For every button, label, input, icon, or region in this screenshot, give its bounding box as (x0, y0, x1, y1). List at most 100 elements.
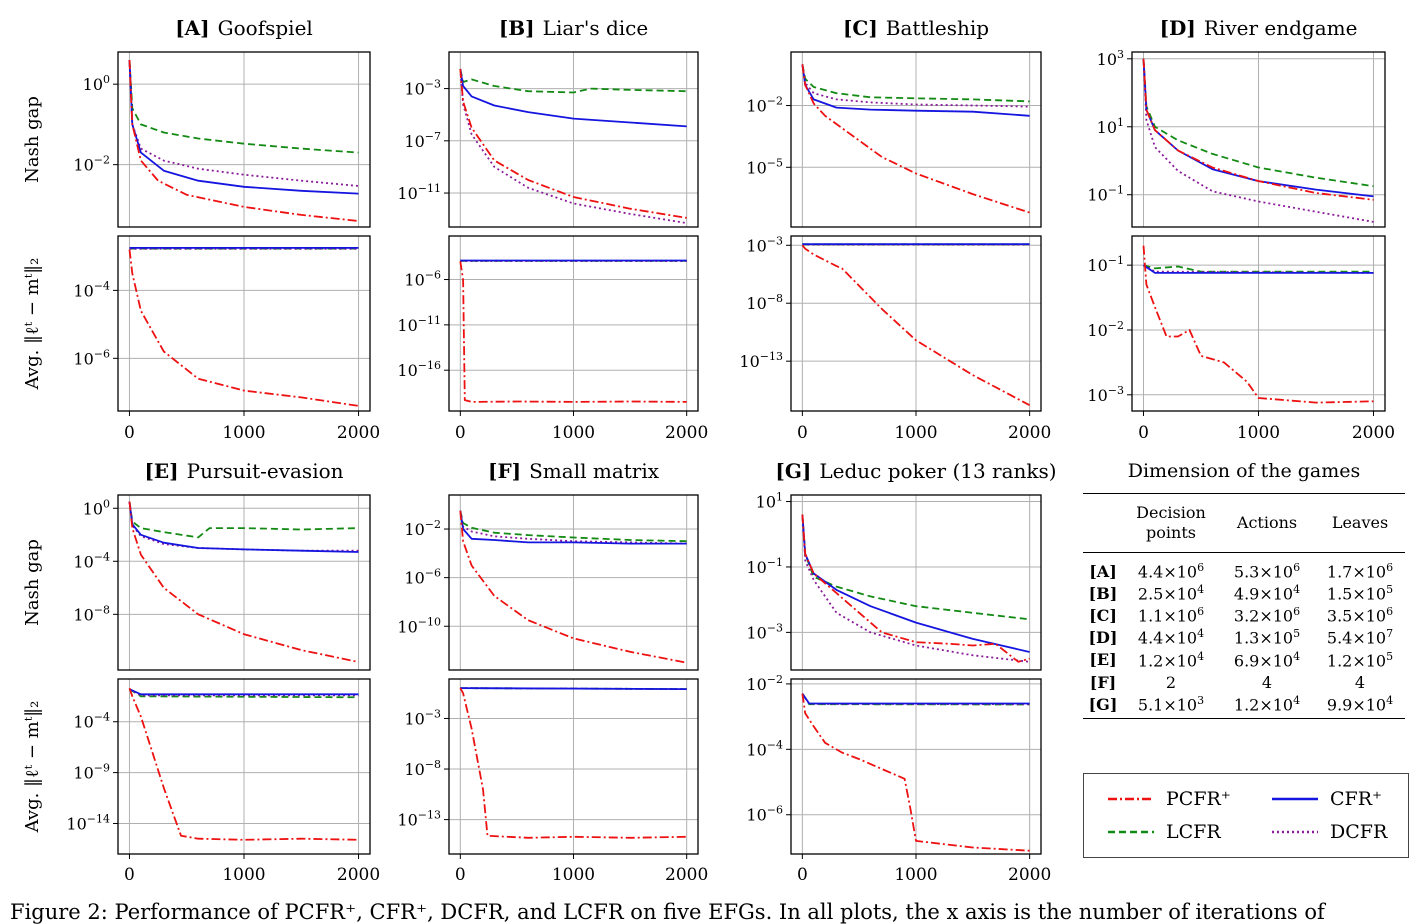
series-lcfr (459, 68, 687, 94)
table-cell-decision-value: 1.2×10 (1137, 651, 1198, 670)
series-cfrplus (459, 68, 687, 128)
table-cell-leaves-exponent: 4 (1386, 694, 1394, 708)
table-cell-leaves: 9.9×104 (1315, 694, 1405, 714)
table-cell-decision-exponent: 6 (1197, 560, 1205, 574)
table-cell-actions-value: 5.3×10 (1233, 562, 1294, 582)
legend-item-pcfr: PCFR⁺ (1106, 788, 1231, 810)
panel-top: 10−2 10−6 10−10 (397, 494, 699, 671)
y-tick-label: 10−8 (404, 758, 441, 779)
y-tick-label: 10−2 (746, 673, 783, 694)
table-cell-decision-value: 1.1×10 (1137, 606, 1198, 626)
x-tick-label: 2000 (337, 423, 380, 443)
table-cell-leaves: 1.7×106 (1315, 561, 1405, 581)
table-cell-actions-value: 6.9×10 (1233, 651, 1294, 670)
y-tick-label: 10−6 (746, 804, 783, 825)
series-cfrplus (460, 687, 687, 690)
x-tick-label: 0 (1138, 423, 1149, 443)
y-tick-label: 10−1 (1087, 184, 1124, 205)
y-tick-label: 10−1 (1087, 254, 1124, 275)
table-row: [A] 4.4×106 5.3×106 1.7×106 (1083, 560, 1405, 582)
panel-top: 100 10−2 Nash gap (22, 51, 371, 228)
y-tick-label: 10−8 (73, 603, 110, 624)
table-cell-leaves: 1.5×105 (1315, 583, 1405, 603)
table-cell-decision: 5.1×103 (1123, 694, 1219, 714)
y-tick-label: 10−2 (73, 154, 110, 175)
table-cell-actions-value: 3.2×10 (1233, 606, 1294, 626)
panel-bottom: 10−1 10−2 10−3 0 1000 2000 (1087, 235, 1395, 443)
y-tick-label: 10−2 (404, 518, 441, 539)
table-cell-leaves-value: 4 (1354, 672, 1366, 692)
y-tick-label: 10−11 (397, 182, 441, 203)
axes-frame (790, 494, 1042, 671)
chart-title: [D] River endgame (1160, 16, 1358, 40)
chart-title: [F] Small matrix (488, 459, 660, 483)
y-tick-label: 10−6 (404, 269, 441, 290)
series-pcfrplus (1142, 245, 1374, 404)
table-cell-actions-value: 4.9×10 (1233, 584, 1294, 604)
axes-frame (790, 51, 1042, 228)
x-tick-label: 2000 (665, 423, 708, 443)
table-cell-actions-exponent: 4 (1293, 649, 1301, 663)
y-tick-label: 10−4 (73, 711, 110, 732)
table-cell-leaves-value: 3.5×10 (1326, 606, 1387, 626)
x-tick-label: 2000 (1008, 423, 1051, 443)
table-cell-game: [C] (1083, 606, 1123, 625)
x-tick-label: 1000 (894, 423, 937, 443)
table-cell-game: [F] (1083, 673, 1123, 692)
legend-item-dcfr: DCFR (1270, 821, 1387, 843)
table-cell-leaves: 4 (1315, 673, 1405, 692)
series-pcfrplus (459, 261, 687, 403)
panel-top: 103 101 10−1 (1087, 48, 1386, 228)
legend-swatch-pcfr (1108, 797, 1154, 801)
table-cell-decision: 1.2×104 (1123, 650, 1219, 670)
table-cell-game: [A] (1083, 562, 1123, 581)
table-row: [E] 1.2×104 6.9×104 1.2×105 (1083, 649, 1405, 671)
series-cfrplus (801, 693, 1030, 705)
legend-label-pcfr: PCFR⁺ (1166, 788, 1231, 810)
series-lcfr (801, 64, 1030, 103)
table-cell-decision-exponent: 4 (1197, 627, 1205, 641)
table-cell-game: [D] (1083, 628, 1123, 647)
y-tick-label: 10−3 (746, 621, 783, 642)
x-tick-label: 1000 (552, 865, 595, 885)
y-tick-label: 100 (83, 497, 110, 518)
y-tick-label: 10−10 (397, 615, 441, 636)
chart-c: [C] Battleship 10−2 10−5 10−3 10−8 10−13 0 1000 2… (739, 16, 1051, 443)
x-tick-label: 0 (124, 865, 135, 885)
series-dcfr (459, 510, 687, 545)
y-tick-label: 10−2 (746, 95, 783, 116)
table-cell-leaves-exponent: 6 (1386, 605, 1394, 619)
panel-top: 101 10−1 10−3 (746, 491, 1042, 671)
y-tick-label: 10−4 (73, 279, 110, 300)
series-pcfrplus (128, 687, 359, 841)
series-dcfr (801, 514, 1030, 663)
table-cell-actions-exponent: 4 (1293, 694, 1301, 708)
legend-label-dcfr: DCFR (1330, 821, 1388, 843)
panel-top: 10−3 10−7 10−11 (397, 51, 699, 228)
table-cell-decision: 2 (1123, 673, 1219, 692)
y-axis-label: Nash gap (22, 539, 43, 626)
x-tick-label: 1000 (552, 423, 595, 443)
table-cell-actions-exponent: 6 (1293, 560, 1301, 574)
y-tick-label: 10−3 (404, 707, 441, 728)
legend-item-cfr: CFR⁺ (1270, 788, 1382, 810)
table-cell-actions: 1.3×105 (1219, 627, 1315, 647)
table-cell-actions-exponent: 5 (1293, 627, 1301, 641)
table-cell-actions-exponent: 4 (1293, 583, 1301, 597)
table-cell-decision-exponent: 3 (1197, 694, 1205, 708)
table-row: [F] 2 4 4 (1083, 671, 1405, 693)
x-tick-label: 0 (797, 423, 808, 443)
y-axis-label: Avg. ‖ℓᵗ − mᵗ‖₂ (22, 701, 43, 834)
chart-g: [G] Leduc poker (13 ranks) 101 10−1 10−3 10−2… (746, 459, 1056, 885)
table-cell-game-value: [D] (1088, 628, 1118, 648)
table-row: [G] 5.1×103 1.2×104 9.9×104 (1083, 693, 1405, 715)
series-lcfr (459, 510, 687, 543)
table-title: Dimension of the games (1127, 460, 1361, 482)
table-cell-decision: 4.4×106 (1123, 561, 1219, 581)
series-dcfr (1142, 58, 1374, 223)
y-axis-label: Nash gap (22, 96, 43, 183)
series-pcfrplus (459, 510, 687, 664)
table-cell-actions: 3.2×106 (1219, 605, 1315, 625)
y-tick-label: 10−14 (66, 812, 110, 833)
